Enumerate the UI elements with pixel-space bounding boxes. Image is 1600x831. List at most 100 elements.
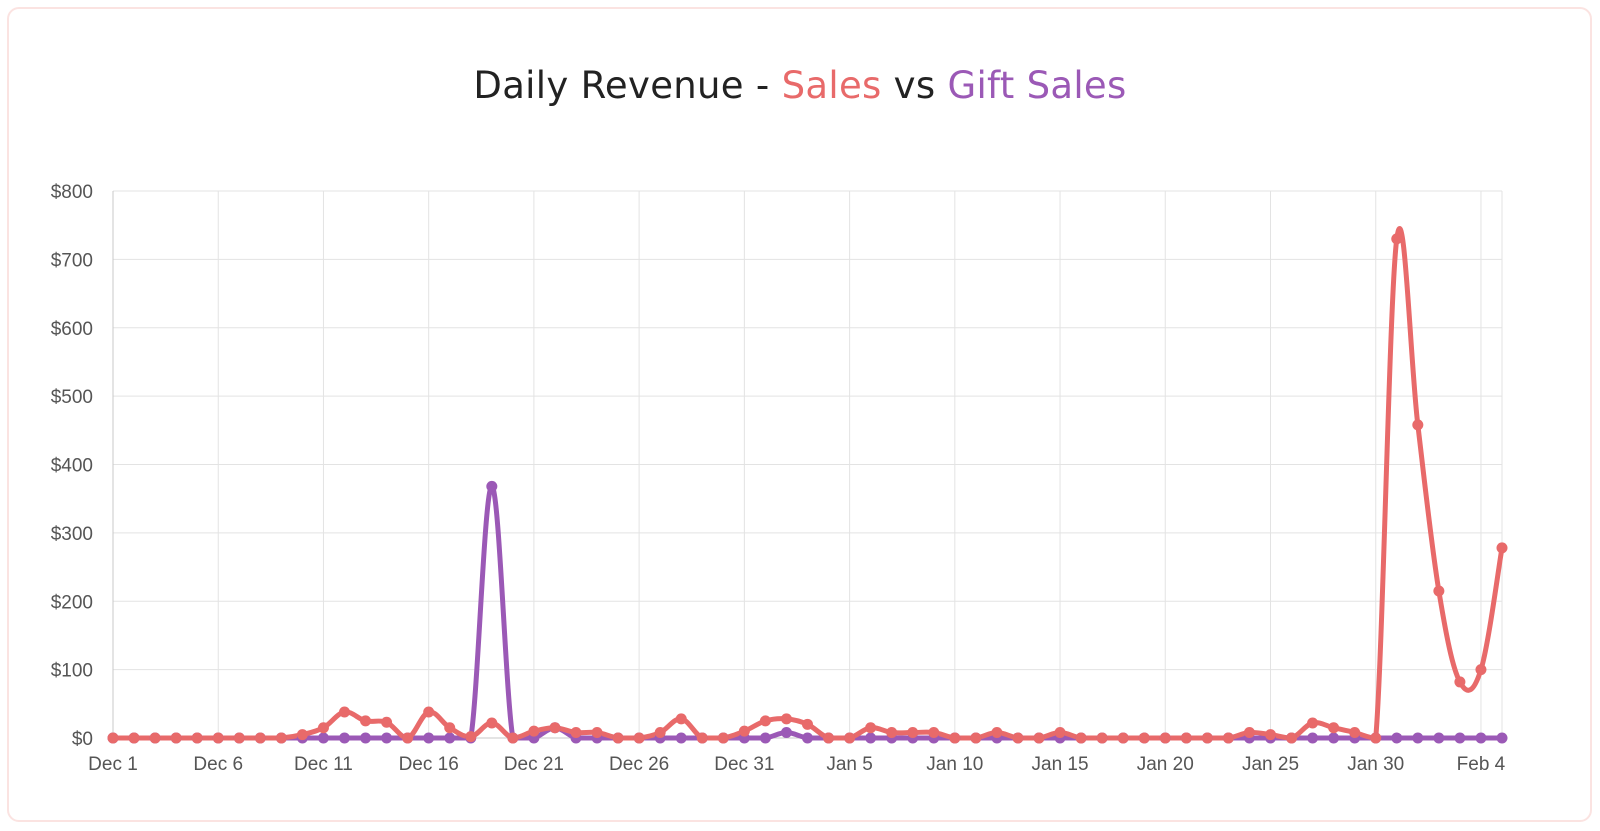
data-point-gift-sales[interactable] (1433, 732, 1445, 744)
data-point-gift-sales[interactable] (1328, 732, 1340, 744)
data-point-sales[interactable] (212, 732, 224, 744)
y-tick-label: $300 (51, 524, 93, 545)
data-point-sales[interactable] (170, 732, 182, 744)
data-point-sales[interactable] (360, 715, 372, 727)
data-point-sales[interactable] (549, 722, 561, 734)
data-point-sales[interactable] (128, 732, 140, 744)
data-point-gift-sales[interactable] (317, 732, 329, 744)
data-point-gift-sales[interactable] (675, 732, 687, 744)
title-series-sales: Sales (781, 64, 882, 107)
data-point-sales[interactable] (1349, 727, 1361, 739)
data-point-sales[interactable] (886, 727, 898, 739)
data-point-gift-sales[interactable] (423, 732, 435, 744)
data-point-sales[interactable] (696, 732, 708, 744)
data-point-sales[interactable] (928, 727, 940, 739)
data-point-sales[interactable] (654, 727, 666, 739)
data-point-gift-sales[interactable] (865, 732, 877, 744)
data-point-sales[interactable] (1328, 722, 1340, 734)
data-point-gift-sales[interactable] (802, 732, 813, 744)
data-point-sales[interactable] (528, 725, 540, 737)
x-tick-label: Jan 5 (826, 754, 872, 775)
data-point-sales[interactable] (423, 706, 435, 718)
data-point-sales[interactable] (1433, 585, 1445, 597)
data-point-sales[interactable] (591, 727, 603, 739)
y-tick-label: $700 (51, 250, 93, 271)
data-point-sales[interactable] (865, 722, 877, 734)
data-point-sales[interactable] (1138, 732, 1150, 744)
data-point-sales[interactable] (1391, 233, 1403, 245)
y-tick-label: $200 (51, 592, 93, 613)
data-point-sales[interactable] (907, 727, 919, 739)
data-point-sales[interactable] (275, 732, 287, 744)
data-point-sales[interactable] (486, 717, 498, 729)
data-point-sales[interactable] (1475, 664, 1487, 676)
data-point-sales[interactable] (1033, 732, 1045, 744)
y-tick-label: $100 (51, 661, 93, 682)
data-point-sales[interactable] (1307, 717, 1319, 729)
data-point-sales[interactable] (717, 732, 729, 744)
data-point-gift-sales[interactable] (381, 732, 393, 744)
data-point-sales[interactable] (738, 725, 750, 737)
data-point-gift-sales[interactable] (1391, 732, 1403, 744)
data-point-sales[interactable] (1117, 732, 1129, 744)
data-point-sales[interactable] (970, 732, 982, 744)
data-point-sales[interactable] (149, 732, 161, 744)
data-point-sales[interactable] (402, 732, 414, 744)
data-point-sales[interactable] (823, 732, 835, 744)
data-point-sales[interactable] (1454, 676, 1466, 688)
data-point-sales[interactable] (1012, 732, 1024, 744)
data-point-gift-sales[interactable] (759, 732, 771, 744)
x-tick-label: Dec 21 (504, 754, 564, 775)
data-point-sales[interactable] (339, 706, 350, 718)
title-middle: vs (881, 64, 948, 107)
data-point-sales[interactable] (1412, 419, 1424, 431)
data-point-gift-sales[interactable] (444, 732, 456, 744)
data-point-sales[interactable] (507, 732, 519, 744)
data-point-sales[interactable] (444, 722, 456, 734)
data-point-sales[interactable] (1243, 727, 1255, 739)
data-point-sales[interactable] (1054, 727, 1066, 739)
data-point-sales[interactable] (802, 718, 813, 730)
data-point-gift-sales[interactable] (486, 480, 498, 492)
data-point-sales[interactable] (317, 722, 329, 734)
data-point-sales[interactable] (465, 731, 477, 743)
data-point-sales[interactable] (1075, 732, 1087, 744)
data-point-gift-sales[interactable] (1307, 732, 1319, 744)
data-point-sales[interactable] (949, 732, 961, 744)
data-point-sales[interactable] (759, 715, 771, 727)
data-point-sales[interactable] (991, 727, 1003, 739)
chart-grid (112, 190, 1503, 739)
x-tick-label: Dec 31 (714, 754, 774, 775)
data-point-gift-sales[interactable] (1454, 732, 1466, 744)
data-point-sales[interactable] (296, 729, 308, 741)
y-tick-label: $0 (72, 729, 93, 750)
data-point-gift-sales[interactable] (780, 727, 792, 739)
data-point-gift-sales[interactable] (1475, 732, 1487, 744)
data-point-sales[interactable] (570, 727, 582, 739)
data-point-sales[interactable] (844, 732, 856, 744)
data-point-gift-sales[interactable] (339, 732, 350, 744)
data-point-sales[interactable] (107, 732, 119, 744)
data-point-sales[interactable] (1096, 732, 1108, 744)
data-point-sales[interactable] (675, 713, 687, 725)
data-point-sales[interactable] (612, 732, 624, 744)
data-point-sales[interactable] (1180, 732, 1192, 744)
data-point-sales[interactable] (1370, 732, 1382, 744)
data-point-gift-sales[interactable] (1412, 732, 1424, 744)
data-point-sales[interactable] (233, 732, 245, 744)
data-point-sales[interactable] (1286, 732, 1298, 744)
chart-title: Daily Revenue - Sales vs Gift Sales (0, 64, 1600, 107)
data-point-gift-sales[interactable] (1496, 732, 1508, 744)
data-point-sales[interactable] (1496, 542, 1508, 554)
data-point-sales[interactable] (1159, 732, 1171, 744)
data-point-sales[interactable] (1222, 732, 1234, 744)
data-point-sales[interactable] (254, 732, 266, 744)
data-point-sales[interactable] (633, 732, 645, 744)
data-point-sales[interactable] (381, 716, 393, 728)
data-point-sales[interactable] (1265, 729, 1276, 741)
data-point-gift-sales[interactable] (360, 732, 372, 744)
data-point-sales[interactable] (191, 732, 203, 744)
data-point-sales[interactable] (780, 713, 792, 725)
x-tick-label: Feb 4 (1457, 754, 1506, 775)
data-point-sales[interactable] (1201, 732, 1213, 744)
